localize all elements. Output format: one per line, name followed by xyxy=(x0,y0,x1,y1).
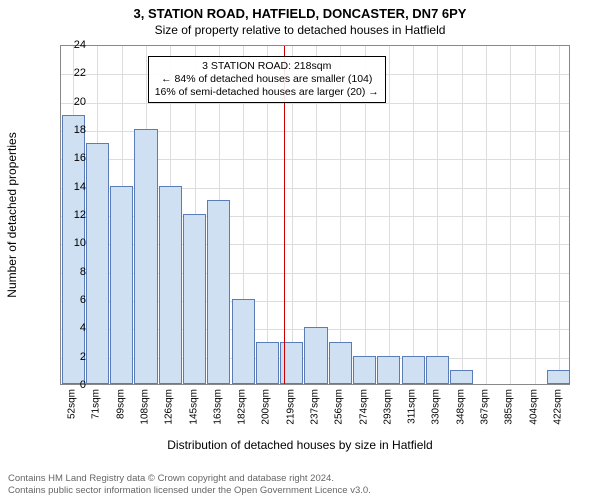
y-tick: 22 xyxy=(74,67,86,79)
x-tick: 163sqm xyxy=(212,389,223,425)
x-axis-label: Distribution of detached houses by size … xyxy=(0,438,600,452)
y-tick: 14 xyxy=(74,181,86,193)
x-tick: 145sqm xyxy=(188,389,199,425)
x-tick: 293sqm xyxy=(382,389,393,425)
x-tick: 367sqm xyxy=(480,389,491,425)
histogram-bar xyxy=(402,356,425,384)
histogram-bar xyxy=(134,129,157,384)
annotation-line: 16% of semi-detached houses are larger (… xyxy=(155,86,379,99)
histogram-bar xyxy=(110,186,133,384)
x-tick: 256sqm xyxy=(334,389,345,425)
y-tick: 12 xyxy=(74,209,86,221)
footer-line-2: Contains public sector information licen… xyxy=(8,485,371,496)
x-tick: 71sqm xyxy=(91,389,102,419)
histogram-bar xyxy=(426,356,449,384)
histogram-bar xyxy=(304,327,327,384)
gridline-v xyxy=(559,46,560,384)
x-tick: 385sqm xyxy=(504,389,515,425)
x-tick: 200sqm xyxy=(261,389,272,425)
histogram-bar xyxy=(207,200,230,384)
gridline-v xyxy=(437,46,438,384)
y-tick: 0 xyxy=(80,379,86,391)
histogram-bar xyxy=(183,214,206,384)
gridline-v xyxy=(413,46,414,384)
y-tick: 4 xyxy=(80,322,86,334)
y-tick: 24 xyxy=(74,39,86,51)
gridline-v xyxy=(462,46,463,384)
x-tick: 237sqm xyxy=(310,389,321,425)
y-tick: 2 xyxy=(80,351,86,363)
x-tick: 108sqm xyxy=(140,389,151,425)
y-tick: 6 xyxy=(80,294,86,306)
x-tick: 404sqm xyxy=(528,389,539,425)
y-tick: 18 xyxy=(74,124,86,136)
gridline-v xyxy=(389,46,390,384)
gridline-v xyxy=(486,46,487,384)
x-tick: 219sqm xyxy=(285,389,296,425)
histogram-bar xyxy=(256,342,279,385)
histogram-bar xyxy=(547,370,570,384)
y-tick: 16 xyxy=(74,152,86,164)
y-tick: 8 xyxy=(80,266,86,278)
x-tick: 311sqm xyxy=(407,389,418,424)
y-tick: 20 xyxy=(74,96,86,108)
histogram-bar xyxy=(329,342,352,385)
plot-area: 3 STATION ROAD: 218sqm← 84% of detached … xyxy=(60,45,570,385)
x-tick: 89sqm xyxy=(115,389,126,419)
chart: 3 STATION ROAD: 218sqm← 84% of detached … xyxy=(60,45,570,385)
histogram-bar xyxy=(377,356,400,384)
y-axis-label: Number of detached properties xyxy=(5,132,19,297)
annotation-box: 3 STATION ROAD: 218sqm← 84% of detached … xyxy=(148,56,386,103)
page-subtitle: Size of property relative to detached ho… xyxy=(0,23,600,37)
x-tick: 52sqm xyxy=(67,389,78,419)
x-tick: 422sqm xyxy=(552,389,563,425)
histogram-bar xyxy=(353,356,376,384)
x-tick: 330sqm xyxy=(431,389,442,425)
histogram-bar xyxy=(450,370,473,384)
histogram-bar xyxy=(232,299,255,384)
x-tick: 126sqm xyxy=(164,389,175,425)
footer-attribution: Contains HM Land Registry data © Crown c… xyxy=(8,473,371,496)
gridline-v xyxy=(510,46,511,384)
annotation-line: 3 STATION ROAD: 218sqm xyxy=(155,60,379,73)
histogram-bar xyxy=(86,143,109,384)
x-tick: 348sqm xyxy=(455,389,466,425)
x-tick: 274sqm xyxy=(358,389,369,425)
page-title: 3, STATION ROAD, HATFIELD, DONCASTER, DN… xyxy=(0,6,600,21)
gridline-v xyxy=(535,46,536,384)
y-tick: 10 xyxy=(74,237,86,249)
footer-line-1: Contains HM Land Registry data © Crown c… xyxy=(8,473,371,484)
annotation-line: ← 84% of detached houses are smaller (10… xyxy=(155,73,379,86)
histogram-bar xyxy=(159,186,182,384)
x-tick: 182sqm xyxy=(237,389,248,425)
